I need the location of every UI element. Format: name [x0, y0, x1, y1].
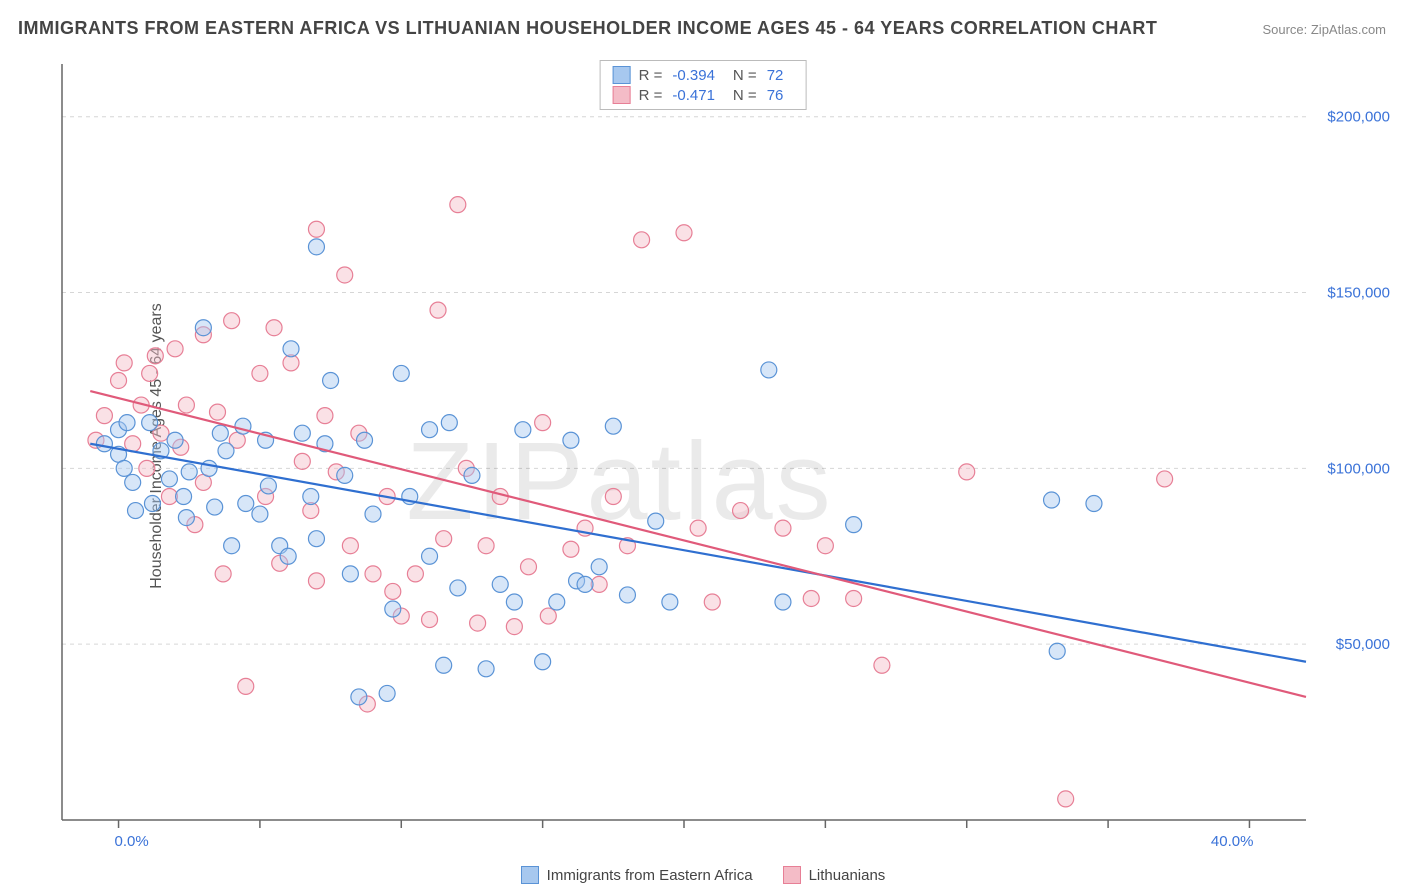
legend-item-series-2: Lithuanians — [783, 866, 886, 884]
svg-text:$200,000: $200,000 — [1327, 109, 1390, 126]
r-label: R = — [639, 67, 663, 84]
swatch-series-2 — [783, 866, 801, 884]
legend-item-series-1: Immigrants from Eastern Africa — [521, 866, 753, 884]
legend-label-series-2: Lithuanians — [809, 867, 886, 884]
swatch-series-2 — [613, 86, 631, 104]
svg-text:40.0%: 40.0% — [1211, 833, 1254, 850]
r-value-series-2: -0.471 — [670, 87, 725, 104]
svg-text:$150,000: $150,000 — [1327, 285, 1390, 302]
r-value-series-1: -0.394 — [670, 67, 725, 84]
r-label: R = — [639, 87, 663, 104]
source-label: Source: ZipAtlas.com — [1262, 22, 1386, 37]
plot-area: $50,000$100,000$150,000$200,000ZIPatlas0… — [58, 56, 1396, 854]
stats-legend: R = -0.394 N = 72 R = -0.471 N = 76 — [600, 60, 807, 110]
svg-text:$100,000: $100,000 — [1327, 460, 1390, 477]
stats-row-series-2: R = -0.471 N = 76 — [613, 85, 794, 105]
n-label: N = — [733, 67, 757, 84]
chart-container: IMMIGRANTS FROM EASTERN AFRICA VS LITHUA… — [0, 0, 1406, 892]
svg-text:$50,000: $50,000 — [1336, 636, 1390, 653]
stats-row-series-1: R = -0.394 N = 72 — [613, 65, 794, 85]
swatch-series-1 — [613, 66, 631, 84]
svg-text:0.0%: 0.0% — [115, 833, 149, 850]
legend-label-series-1: Immigrants from Eastern Africa — [547, 867, 753, 884]
chart-title: IMMIGRANTS FROM EASTERN AFRICA VS LITHUA… — [18, 18, 1157, 39]
n-value-series-2: 76 — [765, 87, 794, 104]
series-legend: Immigrants from Eastern Africa Lithuania… — [0, 866, 1406, 884]
n-label: N = — [733, 87, 757, 104]
n-value-series-1: 72 — [765, 67, 794, 84]
swatch-series-1 — [521, 866, 539, 884]
scatter-plot-svg: $50,000$100,000$150,000$200,000ZIPatlas0… — [58, 56, 1396, 854]
